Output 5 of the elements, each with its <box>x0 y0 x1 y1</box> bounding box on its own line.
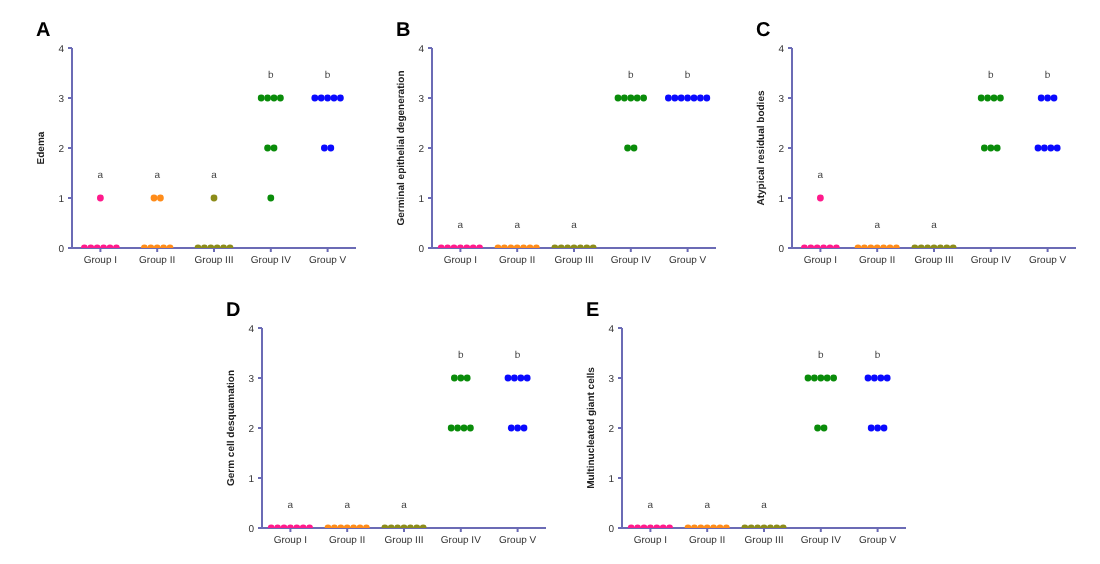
chart-title: D <box>226 300 241 322</box>
chart-title: C <box>756 20 771 42</box>
chart-title: E <box>586 300 600 322</box>
chart-title: A <box>36 20 51 42</box>
chart-title: B <box>396 20 411 42</box>
